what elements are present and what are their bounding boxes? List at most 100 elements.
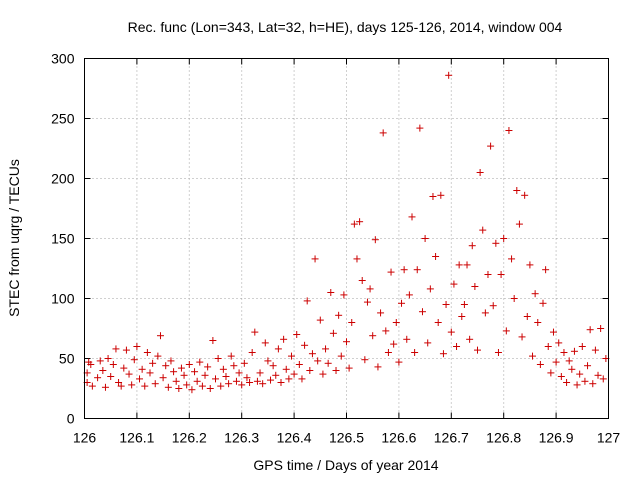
data-point [185, 361, 193, 368]
data-point [130, 356, 138, 364]
data-point [563, 379, 571, 386]
data-point [390, 340, 398, 348]
data-point [500, 235, 508, 242]
data-point [552, 358, 560, 366]
data-point [547, 369, 555, 377]
data-point [322, 345, 330, 353]
data-point [447, 328, 455, 336]
data-point [230, 362, 238, 370]
data-point [536, 361, 544, 368]
y-tick-label: 0 [67, 411, 75, 427]
data-point [565, 357, 573, 365]
data-point [138, 365, 146, 373]
data-point [87, 361, 95, 368]
data-point [117, 382, 125, 390]
data-point [374, 363, 382, 371]
data-point [408, 213, 416, 221]
x-tick-label: 126.4 [277, 430, 312, 446]
x-tick-label: 126.1 [119, 430, 154, 446]
data-point [337, 352, 345, 360]
data-point [164, 383, 172, 391]
data-point [177, 364, 185, 372]
y-axis-label: STEC from uqrg / TECUs [6, 159, 22, 317]
data-point [225, 380, 233, 388]
data-point [151, 380, 159, 388]
data-point [293, 331, 301, 338]
data-point [542, 266, 550, 274]
data-point [170, 368, 178, 376]
data-point [261, 339, 269, 347]
data-point [238, 381, 246, 389]
data-point [94, 374, 102, 382]
data-point [492, 239, 500, 247]
x-tick-label: 126.5 [329, 430, 364, 446]
data-point [303, 297, 311, 305]
data-point [332, 367, 340, 374]
data-point [570, 347, 578, 355]
data-point [290, 370, 298, 378]
data-point [578, 343, 586, 350]
data-point [418, 308, 426, 316]
data-point [518, 333, 526, 341]
data-point [272, 371, 280, 379]
data-point [413, 266, 421, 274]
data-point [581, 377, 589, 385]
data-point [159, 374, 167, 382]
data-point [107, 373, 115, 380]
x-tick-label: 126.7 [434, 430, 469, 446]
data-point [476, 169, 484, 176]
data-point [358, 277, 366, 284]
data-point [377, 309, 385, 317]
data-point [589, 380, 597, 388]
data-point [141, 382, 149, 390]
y-tick-label: 100 [51, 291, 75, 307]
data-point [544, 343, 552, 350]
data-point [508, 255, 516, 263]
data-point [104, 355, 112, 362]
data-point [510, 295, 518, 302]
data-point [594, 371, 602, 379]
data-point [405, 291, 413, 299]
data-point [209, 337, 217, 344]
data-point [348, 319, 356, 326]
data-point [295, 361, 303, 368]
data-point [439, 350, 447, 358]
data-point [513, 187, 521, 194]
data-point [264, 357, 272, 365]
data-point [361, 356, 369, 364]
data-point [463, 261, 471, 269]
data-point [515, 220, 523, 228]
x-tick-label: 126.2 [172, 430, 207, 446]
x-tick-label: 126 [73, 430, 97, 446]
data-point [251, 328, 259, 336]
data-point [458, 313, 466, 320]
data-point [356, 218, 364, 226]
data-point [240, 359, 248, 367]
data-point [576, 370, 584, 378]
data-point [379, 129, 387, 137]
data-point [222, 373, 230, 380]
data-point [198, 382, 206, 390]
data-point [183, 381, 191, 389]
data-point [308, 350, 316, 358]
data-point [204, 363, 212, 371]
data-point [539, 299, 547, 307]
data-point [366, 285, 374, 293]
data-point [122, 346, 130, 354]
data-point [285, 375, 293, 383]
data-point [88, 382, 96, 390]
data-point [534, 319, 542, 326]
data-point [101, 383, 109, 391]
data-point [227, 352, 235, 360]
data-point [191, 368, 199, 376]
data-point [340, 291, 348, 299]
data-point [468, 242, 476, 250]
data-point [369, 332, 377, 340]
data-point [217, 382, 225, 390]
chart-title: Rec. func (Lon=343, Lat=32, h=HE), days … [128, 19, 563, 35]
data-point [243, 374, 251, 382]
data-point [586, 326, 594, 334]
data-point [188, 386, 196, 394]
x-tick-label: 126.8 [486, 430, 521, 446]
data-point [96, 357, 104, 365]
